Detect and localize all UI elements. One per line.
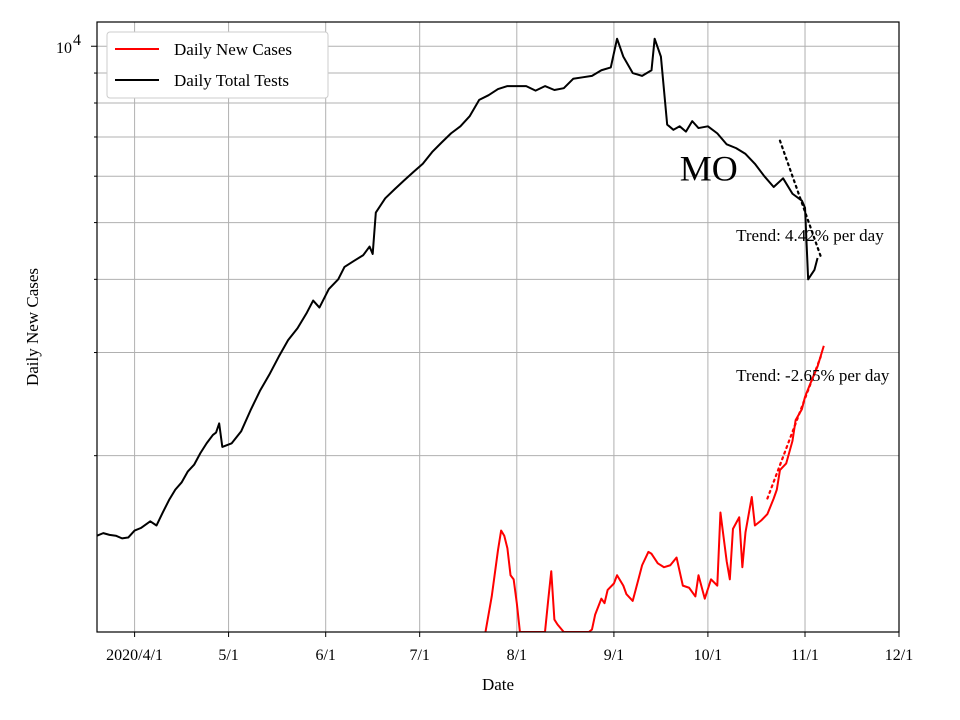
legend-label-daily-new-cases: Daily New Cases <box>174 40 292 59</box>
trend-line-0 <box>778 139 822 258</box>
x-tick-label: 5/1 <box>218 647 238 664</box>
x-tick-label: 7/1 <box>409 647 429 664</box>
y-tick-exponent: 4 <box>73 32 81 49</box>
annotation-trend-cases: Trend: -2.65% per day <box>736 366 890 385</box>
trend-line-1 <box>766 355 822 500</box>
x-tick-label: 11/1 <box>791 647 819 664</box>
x-tick-label: 2020/4/1 <box>106 647 163 664</box>
legend-box <box>106 31 329 99</box>
series-line-daily-total-tests <box>97 37 819 540</box>
plot-area <box>97 37 825 632</box>
x-tick-label: 9/1 <box>604 647 624 664</box>
y-tick-label: 10 <box>56 40 72 57</box>
x-tick-label: 8/1 <box>507 647 527 664</box>
plot-frame <box>96 21 900 633</box>
legend: Daily New Cases Daily Total Tests <box>106 31 329 99</box>
x-tick-label: 12/1 <box>885 647 913 664</box>
series-line-daily-new-cases <box>484 345 825 632</box>
y-axis-label: Daily New Cases <box>23 268 42 386</box>
annotation-trend-tests: Trend: 4.42% per day <box>736 226 884 245</box>
annotation-state: MO <box>680 148 738 188</box>
annotations: MO Trend: 4.42% per day Trend: -2.65% per … <box>680 148 890 385</box>
legend-label-daily-total-tests: Daily Total Tests <box>174 71 289 90</box>
axis-ticks: 2020/4/1 5/1 6/1 7/1 8/1 9/1 10/1 11/1 12/1 10 4 <box>56 32 913 664</box>
x-axis-label: Date <box>482 675 514 694</box>
x-tick-label: 6/1 <box>315 647 335 664</box>
x-tick-label: 10/1 <box>694 647 722 664</box>
